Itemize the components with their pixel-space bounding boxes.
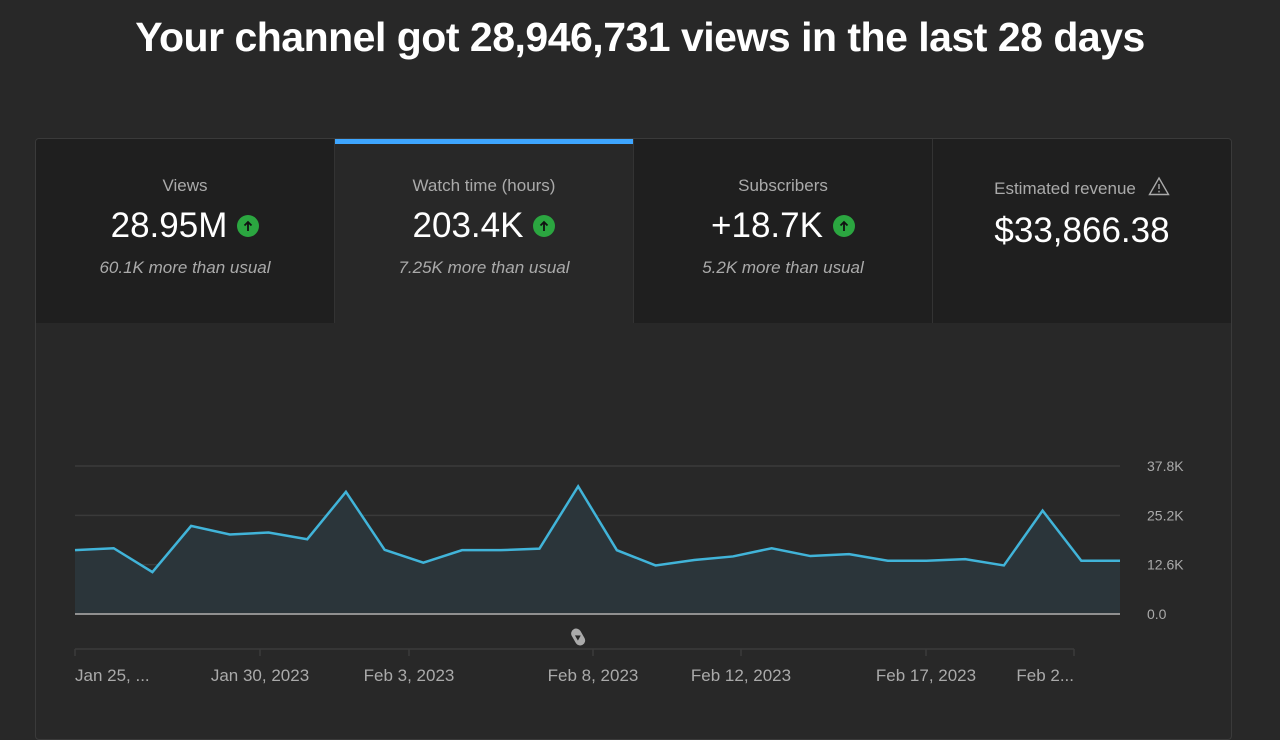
arrow-up-icon bbox=[833, 215, 855, 237]
tab-estimated-revenue[interactable]: Estimated revenue $33,866.38 bbox=[933, 139, 1231, 323]
tab-value: +18.7K bbox=[711, 206, 823, 246]
arrow-up-icon bbox=[237, 215, 259, 237]
tab-label: Watch time (hours) bbox=[413, 176, 556, 196]
tab-value: 203.4K bbox=[413, 206, 524, 246]
tab-watch-time[interactable]: Watch time (hours) 203.4K 7.25K more tha… bbox=[335, 139, 634, 323]
tab-value: $33,866.38 bbox=[994, 211, 1169, 251]
tab-value: 28.95M bbox=[111, 206, 228, 246]
analytics-panel: Views 28.95M 60.1K more than usual Watch… bbox=[35, 138, 1232, 740]
tab-subtext: 60.1K more than usual bbox=[36, 258, 334, 278]
page-headline: Your channel got 28,946,731 views in the… bbox=[0, 14, 1280, 61]
warning-icon[interactable] bbox=[1148, 176, 1170, 201]
tab-subtext: 5.2K more than usual bbox=[634, 258, 932, 278]
tab-label: Subscribers bbox=[738, 176, 828, 196]
arrow-up-icon bbox=[533, 215, 555, 237]
tab-subscribers[interactable]: Subscribers +18.7K 5.2K more than usual bbox=[634, 139, 933, 323]
tab-views[interactable]: Views 28.95M 60.1K more than usual bbox=[36, 139, 335, 323]
metric-tabs: Views 28.95M 60.1K more than usual Watch… bbox=[36, 139, 1231, 323]
tab-subtext: 7.25K more than usual bbox=[335, 258, 633, 278]
tab-label: Views bbox=[162, 176, 207, 196]
tab-label: Estimated revenue bbox=[994, 179, 1136, 199]
